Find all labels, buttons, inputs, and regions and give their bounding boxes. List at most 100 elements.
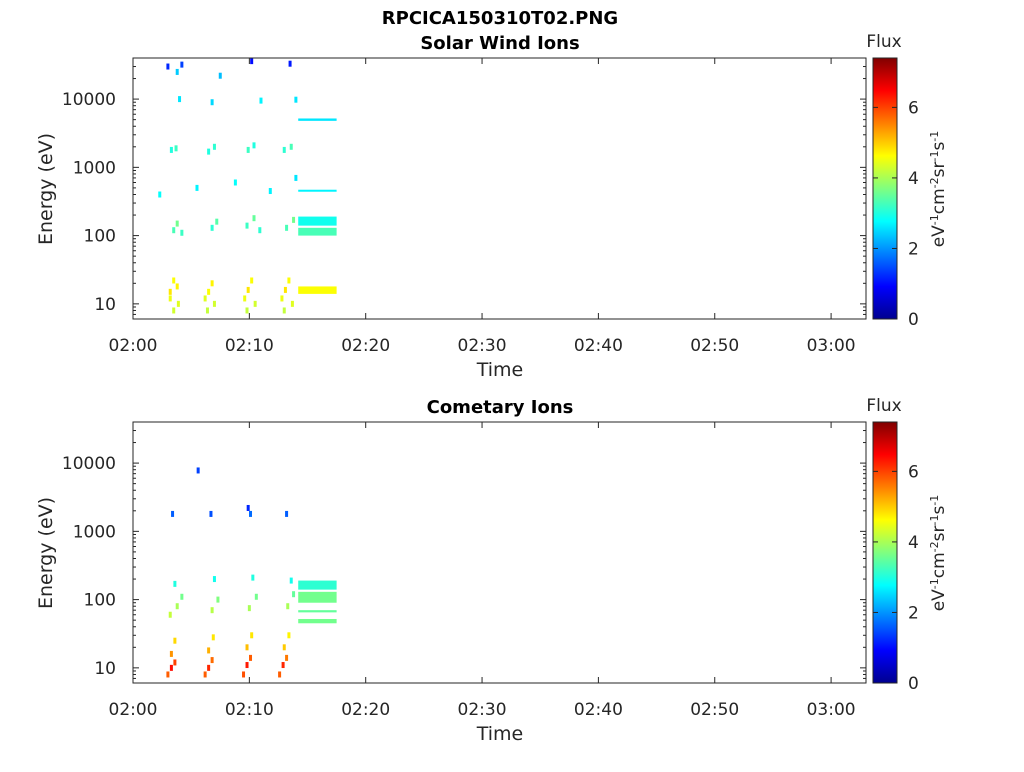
- figure-title: RPCICA150310T02.PNG: [382, 8, 618, 29]
- x-axis-label: Time: [476, 723, 524, 745]
- colorbar-tick-label: 2: [908, 603, 919, 623]
- heatmap-cell: [287, 632, 291, 639]
- heatmap-cell: [247, 605, 251, 612]
- heatmap-cell: [175, 603, 179, 610]
- heatmap-band: [298, 227, 337, 236]
- heatmap-cell: [172, 277, 176, 284]
- heatmap-cell: [180, 229, 184, 236]
- y-tick-label: 10: [94, 295, 116, 315]
- heatmap-cell: [169, 146, 173, 153]
- heatmap-cell: [166, 671, 170, 678]
- y-axis: 10 100 1000 10000: [62, 421, 866, 684]
- y-tick-label: 1000: [73, 158, 116, 178]
- x-tick-label: 02:50: [690, 336, 739, 356]
- heatmap-cell: [180, 593, 184, 600]
- heatmap-cell: [280, 295, 284, 302]
- colorbar-title: Flux: [866, 396, 901, 416]
- heatmap-cell: [281, 662, 285, 669]
- heatmap-cell: [210, 280, 214, 287]
- heatmap-cell: [207, 664, 211, 671]
- colorbar-tick-label: 4: [908, 533, 919, 553]
- y-tick-label: 100: [84, 591, 116, 611]
- heatmap-cell: [282, 146, 286, 153]
- heatmap-cell: [246, 286, 250, 293]
- heatmap-cell: [212, 300, 216, 307]
- heatmap-band: [298, 610, 337, 613]
- heatmap-cell: [173, 580, 177, 587]
- heatmap-cell: [216, 596, 220, 603]
- heatmap-cell: [294, 96, 298, 103]
- heatmap-cell: [212, 576, 216, 583]
- y-tick-label: 1000: [73, 522, 116, 542]
- x-tick-label: 03:00: [807, 336, 856, 356]
- heatmap-cell: [196, 467, 200, 474]
- heatmap-cell: [245, 662, 249, 669]
- heatmap-cell: [175, 220, 179, 227]
- x-tick-label: 02:20: [341, 336, 390, 356]
- heatmap-cell: [289, 143, 293, 150]
- y-axis: 10 100 1000 10000: [62, 57, 866, 320]
- colorbar-label: eV-1cm-2sr-1s-1: [928, 495, 949, 612]
- heatmap-cell: [158, 191, 162, 198]
- heatmap-cell: [205, 307, 209, 314]
- colorbar: Flux 0 2 4 6 eV-1cm-2sr-1s-1: [866, 32, 949, 330]
- heatmap-cell: [174, 145, 178, 152]
- heatmap-cell: [218, 72, 222, 79]
- heatmap-cell: [209, 510, 213, 517]
- colorbar-ticks: 0 2 4 6: [873, 98, 919, 330]
- heatmap-cell: [233, 179, 237, 186]
- y-tick-label: 10: [94, 659, 116, 679]
- heatmap-cell: [268, 188, 272, 195]
- x-tick-label: 02:50: [690, 700, 739, 720]
- heatmap-cell: [285, 510, 289, 517]
- heatmap-cell: [210, 99, 214, 106]
- heatmap-cell: [207, 288, 211, 295]
- heatmap-cell: [246, 146, 250, 153]
- x-tick-label: 02:00: [109, 336, 158, 356]
- heatmap-cell: [173, 637, 177, 644]
- heatmap-cell: [286, 603, 290, 610]
- heatmap-cell: [285, 224, 289, 231]
- heatmap-cell: [282, 644, 286, 651]
- x-tick-label: 02:00: [109, 700, 158, 720]
- heatmap-cell: [211, 634, 215, 641]
- colorbar: Flux 0 2 4 6 eV-1cm-2sr-1s-1: [866, 396, 949, 694]
- heatmap-cell: [175, 68, 179, 75]
- heatmap-cell: [250, 632, 254, 639]
- heatmap-cell: [292, 591, 296, 598]
- colorbar-tick-label: 2: [908, 239, 919, 259]
- colorbar-tick-label: 0: [908, 674, 919, 694]
- heatmap-band: [298, 618, 337, 624]
- heatmap-cell: [258, 227, 262, 234]
- heatmap-band: [298, 216, 337, 226]
- x-axis: 02:00 02:10 02:20 02:30 02:40 02:50 03:00: [109, 422, 856, 720]
- heatmap-cell: [169, 664, 173, 671]
- heatmap-cell: [253, 300, 257, 307]
- heatmap-band: [298, 118, 337, 121]
- x-tick-label: 02:40: [574, 700, 623, 720]
- x-axis: 02:00 02:10 02:20 02:30 02:40 02:50 03:00: [109, 58, 856, 356]
- heatmap-cell: [210, 607, 214, 614]
- heatmap-cell: [289, 577, 293, 584]
- colorbar-gradient: [872, 57, 898, 320]
- heatmap-cell: [166, 63, 170, 70]
- heatmap-cell: [215, 218, 219, 225]
- heatmap-cell: [210, 657, 214, 664]
- x-axis-label: Time: [476, 359, 524, 381]
- x-tick-label: 02:10: [225, 700, 274, 720]
- heatmap-cell: [250, 277, 254, 284]
- colorbar-title: Flux: [866, 32, 901, 52]
- heatmap-cell: [207, 647, 211, 654]
- heatmap-cell: [290, 300, 294, 307]
- heatmap-cells: [158, 58, 337, 314]
- colorbar-gradient: [872, 421, 898, 684]
- heatmap-cell: [285, 654, 289, 661]
- heatmap-cell: [283, 286, 287, 293]
- colorbar-tick-label: 6: [908, 462, 919, 482]
- heatmap-cell: [168, 611, 172, 618]
- heatmap-cell: [259, 97, 263, 104]
- heatmap-cell: [176, 300, 180, 307]
- heatmap-cell: [168, 288, 172, 295]
- heatmap-cell: [245, 307, 249, 314]
- heatmap-cell: [250, 58, 254, 65]
